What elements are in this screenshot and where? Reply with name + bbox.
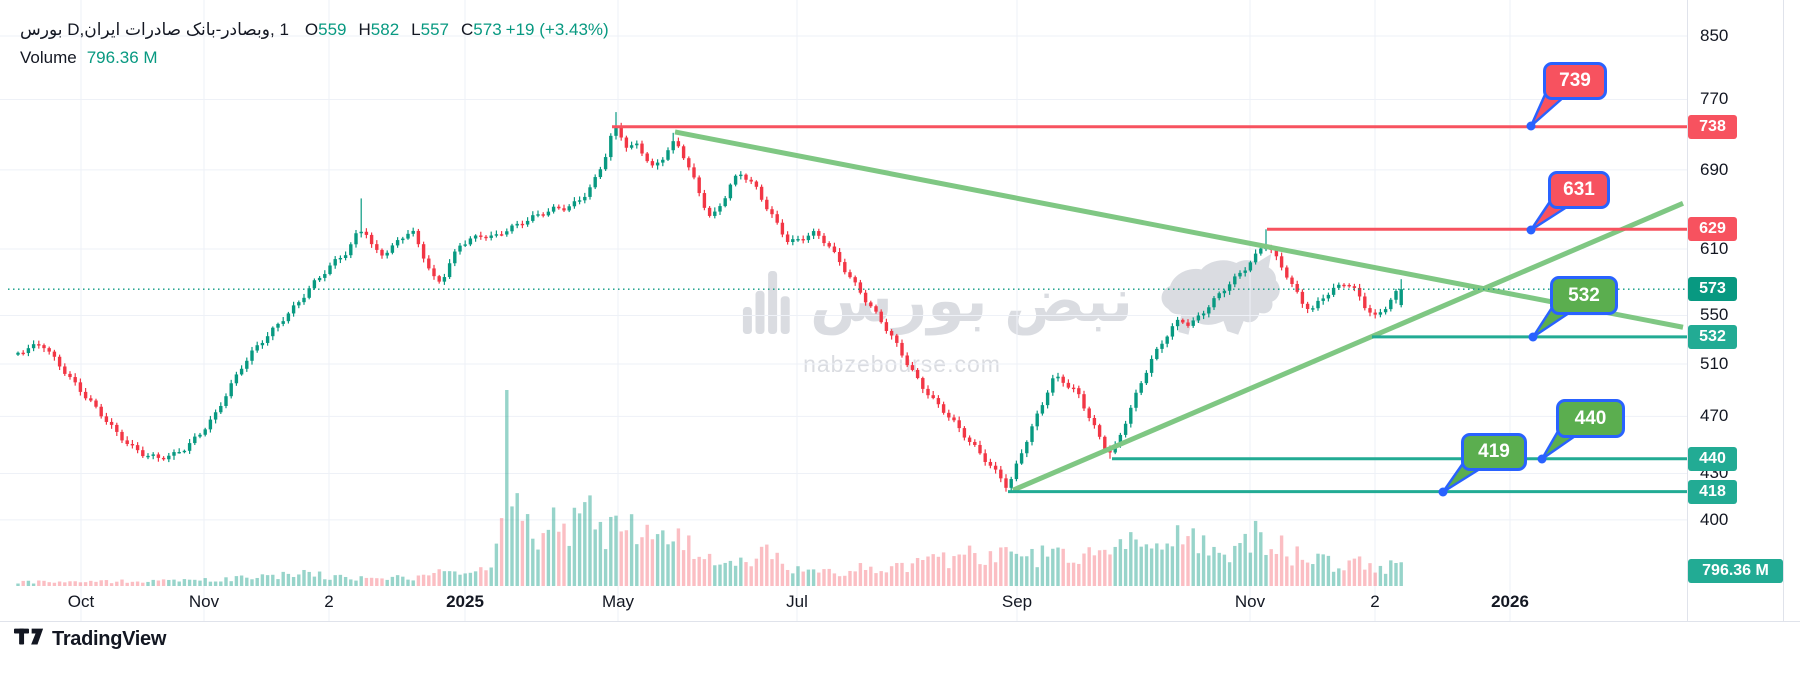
volume-label: Volume xyxy=(20,48,77,67)
time-tick-label: 2026 xyxy=(1491,592,1529,611)
volume-value: 796.36 M xyxy=(86,48,158,67)
exchange-name: بورس xyxy=(20,20,63,39)
symbol-name: وبصادر-بانک صادرات ایران xyxy=(84,20,270,39)
time-tick-label: Sep xyxy=(1001,592,1033,611)
tradingview-brand-text: TradingView xyxy=(52,628,167,650)
chart-plot-area[interactable] xyxy=(0,0,1800,622)
time-tick-label: Nov xyxy=(1234,592,1266,611)
price-callout-badge[interactable]: 419 xyxy=(1461,433,1527,471)
price-callout-badge[interactable]: 440 xyxy=(1556,399,1625,438)
time-axis-border xyxy=(0,621,1800,622)
symbol-legend: بورس D, وبصادر-بانک صادرات ایران , 1 O55… xyxy=(20,18,609,70)
time-axis[interactable]: Oct Nov 2 2025 May Jul Sep Nov 2 2026 xyxy=(0,586,1687,621)
time-tick-label: 2025 xyxy=(446,592,484,611)
time-tick-label: Nov xyxy=(188,592,220,611)
price-axis-border xyxy=(1687,0,1688,622)
volume-axis-label: 796.36 M xyxy=(1688,559,1783,583)
price-axis[interactable]: 850 770 690 610 550 510 470 430 400 738 629 532 440 4… xyxy=(0,0,1800,622)
price-callout-badge[interactable]: 631 xyxy=(1548,171,1610,209)
price-tick-label: 510 xyxy=(1700,353,1729,373)
chart-canvas[interactable] xyxy=(0,0,1800,622)
price-tick-label: 550 xyxy=(1700,305,1729,325)
time-tick-label: 2 xyxy=(324,592,334,611)
symbol-title-row[interactable]: بورس D, وبصادر-بانک صادرات ایران , 1 O55… xyxy=(20,18,609,42)
price-tick-label: 610 xyxy=(1700,239,1729,258)
price-change: +19 (+3.43%) xyxy=(505,20,609,39)
callout-layer: 739 631 532 440 419 xyxy=(1461,62,1625,471)
tradingview-logo[interactable]: TradingView xyxy=(14,628,166,651)
ohlc-values: O559 H582 L557 C573 xyxy=(304,20,502,39)
level-price-label: 440 xyxy=(1688,446,1737,471)
timeframe: D, xyxy=(67,20,85,39)
time-tick-label: 2 xyxy=(1370,592,1380,611)
tradingview-logo-icon xyxy=(14,628,44,651)
time-tick-label: Jul xyxy=(786,592,808,611)
time-tick-label: Oct xyxy=(67,592,95,611)
price-callout-badge[interactable]: 532 xyxy=(1550,276,1618,315)
level-price-label: 738 xyxy=(1688,114,1737,139)
price-tick-label: 850 xyxy=(1700,26,1729,45)
watermark-title: نبض بورس xyxy=(810,266,1134,334)
timeframe-number: , 1 xyxy=(270,20,289,39)
price-callout-badge[interactable]: 739 xyxy=(1543,62,1607,100)
price-tick-label: 400 xyxy=(1700,509,1729,529)
price-tick-label: 770 xyxy=(1700,89,1729,109)
level-price-label: 629 xyxy=(1688,217,1737,242)
time-tick-label: May xyxy=(601,592,635,611)
price-tick-label: 470 xyxy=(1700,406,1729,426)
current-price-label: 573 xyxy=(1688,277,1737,302)
volume-legend-row[interactable]: Volume 796.36 M xyxy=(20,46,609,70)
level-price-label: 532 xyxy=(1688,324,1737,349)
price-tick-label: 690 xyxy=(1700,159,1729,179)
pane-right-border xyxy=(1783,0,1784,622)
level-price-label: 418 xyxy=(1688,479,1737,504)
